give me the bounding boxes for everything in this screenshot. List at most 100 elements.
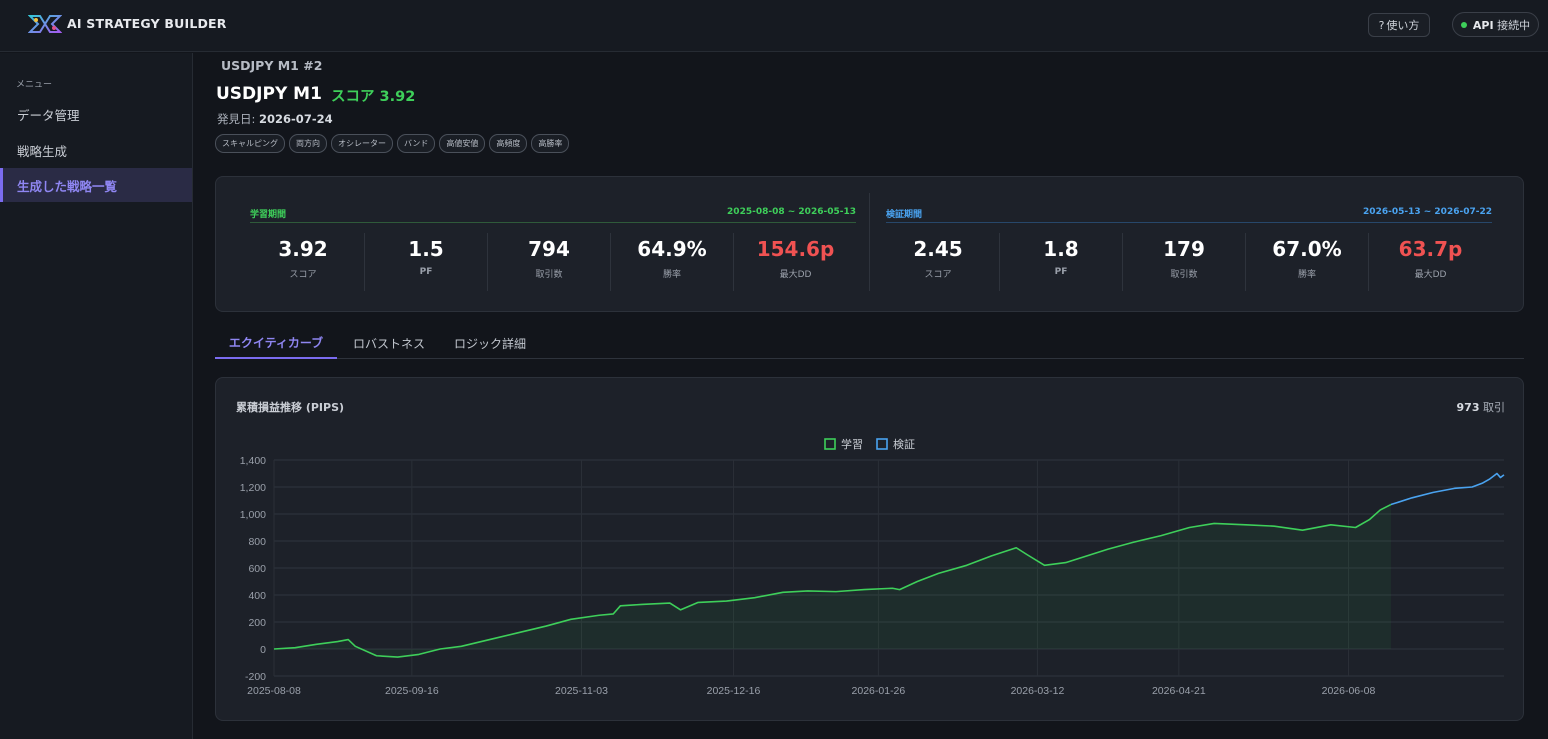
metric-value: 1.8 (1043, 237, 1079, 261)
metric-label: スコア (924, 270, 952, 280)
train-metric-pf: 1.5 PF (365, 233, 488, 291)
metric-label: 勝率 (1297, 270, 1316, 280)
metric-label: スコア (289, 270, 317, 280)
tag-both-directions: 両方向 (289, 134, 327, 153)
top-bar: AI STRATEGY BUILDER ? 使い方 API 接続中 (0, 0, 1548, 52)
x-tick-label: 2026-01-26 (852, 685, 906, 697)
sidebar-item-label: 戦略生成 (17, 143, 68, 159)
test-period-header: 検証期間 2026-05-13 ~ 2026-07-22 (886, 207, 1492, 223)
tag-high-winrate: 高勝率 (531, 134, 570, 153)
legend-swatch-2 (876, 438, 888, 450)
tag-high-low: 高値安値 (439, 134, 486, 153)
series-line-1 (273, 503, 1392, 658)
help-button-label: 使い方 (1386, 19, 1420, 32)
stats-card: 学習期間 2025-08-08 ~ 2026-05-13 3.92 スコア 1.… (215, 176, 1524, 312)
train-metric-score: 3.92 スコア (242, 233, 365, 291)
x-tick-label: 2025-08-08 (247, 685, 301, 697)
y-tick-label: 0 (260, 644, 266, 656)
metric-value: 154.6p (756, 237, 835, 261)
x-tick-label: 2025-09-16 (385, 685, 439, 697)
metric-label: 取引数 (535, 270, 563, 280)
found-date-label: 発見日: (217, 112, 256, 126)
x-tick-label: 2025-11-03 (555, 685, 608, 697)
metric-label: PF (1054, 267, 1068, 277)
test-metric-score: 2.45 スコア (877, 233, 1000, 291)
api-label: API (1472, 18, 1494, 32)
tab-bar: エクイティカーブ ロバストネス ロジック詳細 (215, 328, 1524, 359)
y-tick-label: 1,400 (240, 455, 266, 467)
sidebar-item-strategy-generation[interactable]: 戦略生成 (0, 133, 192, 167)
sidebar: メニュー データ管理 戦略生成 生成した戦略一覧 (0, 53, 193, 739)
legend-swatch-1 (824, 438, 836, 450)
train-metric-max-dd: 154.6p 最大DD (734, 233, 857, 291)
metric-label: 取引数 (1170, 270, 1198, 280)
tab-robustness[interactable]: ロバストネス (352, 337, 425, 351)
equity-chart[interactable]: -200 0 200 400 600 800 1,000 1,200 1,400 2025-08-… (216, 378, 1523, 720)
tag-band: バンド (397, 134, 436, 153)
tab-equity-curve[interactable]: エクイティカーブ (215, 328, 337, 359)
app-title: AI STRATEGY BUILDER (67, 16, 227, 31)
metric-label: 最大DD (1414, 270, 1447, 280)
trade-count-value: 973 (1456, 401, 1480, 414)
metric-value: 3.92 (278, 237, 328, 261)
x-tick-label: 2026-04-21 (1152, 685, 1206, 697)
menu-caption: メニュー (16, 80, 53, 90)
train-metric-winrate: 64.9% 勝率 (611, 233, 734, 291)
help-button[interactable]: ? 使い方 (1368, 13, 1430, 37)
series-area-1 (274, 504, 1391, 658)
found-date: 発見日: 2026-07-24 (217, 111, 333, 127)
tag-oscillator: オシレーター (331, 134, 393, 153)
found-date-value: 2026-07-24 (259, 112, 333, 126)
y-tick-label: 200 (248, 617, 266, 629)
question-icon: ? (1378, 18, 1385, 32)
trade-count-suffix: 取引 (1483, 401, 1505, 414)
tab-logic-details[interactable]: ロジック詳細 (453, 337, 526, 351)
test-metric-winrate: 67.0% 勝率 (1246, 233, 1369, 291)
test-metrics: 2.45 スコア 1.8 PF 179 取引数 67.0% 勝率 63.7p 最… (877, 233, 1492, 291)
test-metric-trades: 179 取引数 (1123, 233, 1246, 291)
metric-value: 63.7p (1398, 237, 1463, 261)
train-period-range: 2025-08-08 ~ 2026-05-13 (727, 207, 856, 217)
sidebar-item-data-management[interactable]: データ管理 (0, 97, 192, 131)
legend-label: 学習 (841, 437, 863, 451)
metric-label: 最大DD (779, 270, 812, 280)
train-period-header: 学習期間 2025-08-08 ~ 2026-05-13 (250, 207, 856, 223)
equity-chart-card: 累積損益推移 (PIPS) 973 取引 -200 0 200 400 600 800 1,… (215, 377, 1524, 721)
sidebar-item-generated-strategies[interactable]: 生成した戦略一覧 (0, 168, 192, 202)
test-period-range: 2026-05-13 ~ 2026-07-22 (1363, 207, 1492, 217)
metric-label: 勝率 (662, 270, 681, 280)
metric-value: 794 (528, 237, 570, 261)
period-divider (869, 193, 870, 291)
metric-value: 64.9% (637, 237, 707, 261)
chart-title: 累積損益推移 (PIPS) (236, 401, 345, 414)
metric-value: 179 (1163, 237, 1205, 261)
y-tick-label: 800 (248, 536, 266, 548)
status-dot-icon (1460, 21, 1467, 28)
api-status-button[interactable]: API 接続中 (1452, 12, 1539, 37)
sidebar-item-label: 生成した戦略一覧 (17, 178, 118, 194)
x-tick-label: 2026-03-12 (1011, 685, 1065, 697)
tag-high-frequency: 高頻度 (489, 134, 528, 153)
tag-list: スキャルピング 両方向 オシレーター バンド 高値安値 高頻度 高勝率 (215, 134, 570, 153)
sidebar-item-label: データ管理 (17, 107, 80, 123)
y-tick-label: 1,200 (240, 482, 266, 494)
test-period-label: 検証期間 (886, 210, 923, 220)
y-tick-label: 600 (248, 563, 266, 575)
metric-label: PF (419, 267, 433, 277)
test-metric-max-dd: 63.7p 最大DD (1369, 233, 1492, 291)
x-tick-label: 2025-12-16 (707, 685, 761, 697)
score-badge: スコア 3.92 (331, 89, 416, 105)
tag-scalping: スキャルピング (215, 134, 285, 153)
api-status-text: 接続中 (1497, 18, 1531, 32)
legend-label: 検証 (893, 437, 915, 451)
x-tick-label: 2026-06-08 (1322, 685, 1376, 697)
metric-value: 1.5 (408, 237, 444, 261)
series-line-2 (1390, 472, 1505, 506)
metric-value: 2.45 (913, 237, 963, 261)
test-metric-pf: 1.8 PF (1000, 233, 1123, 291)
y-tick-label: 400 (248, 590, 266, 602)
app-logo-icon (28, 15, 62, 33)
y-tick-label: 1,000 (240, 509, 266, 521)
breadcrumb: USDJPY M1 #2 (221, 58, 323, 73)
trade-count: 973 取引 (1457, 399, 1505, 415)
